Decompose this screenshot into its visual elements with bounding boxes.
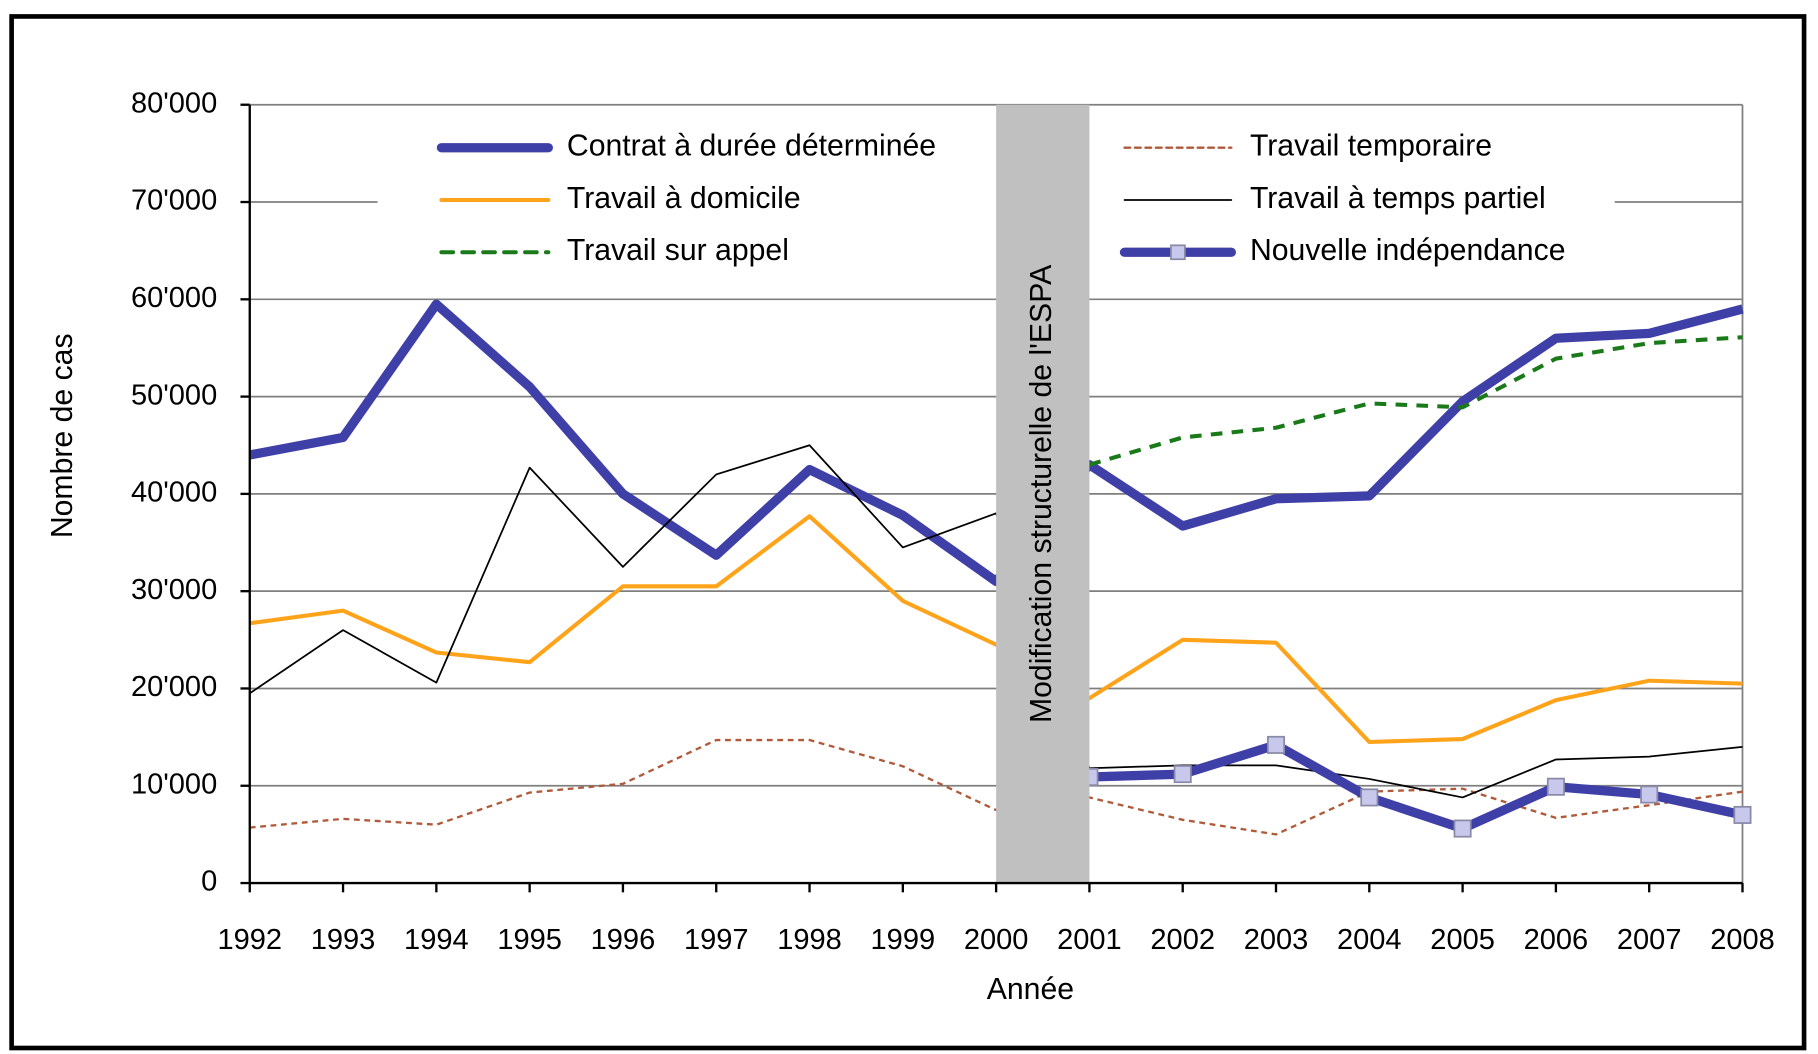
x-tick-label: 1999 — [871, 924, 936, 956]
y-tick-label: 10'000 — [131, 768, 217, 800]
legend-label: Travail temporaire — [1250, 130, 1492, 163]
x-tick-label: 1998 — [777, 924, 842, 956]
legend-label: Nouvelle indépendance — [1250, 234, 1566, 267]
series-marker — [1733, 805, 1752, 824]
y-tick-label: 40'000 — [131, 477, 217, 509]
x-tick-label: 2006 — [1524, 924, 1589, 956]
x-axis-label: Année — [987, 973, 1074, 1006]
x-tick-label: 2000 — [964, 924, 1029, 956]
x-tick-label: 1996 — [591, 924, 656, 956]
x-tick-label: 2004 — [1337, 924, 1402, 956]
y-tick-label: 20'000 — [131, 671, 217, 703]
x-tick-label: 2007 — [1617, 924, 1682, 956]
series-marker — [1267, 735, 1286, 754]
x-tick-label: 2003 — [1244, 924, 1309, 956]
x-tick-label: 2001 — [1057, 924, 1122, 956]
x-tick-label: 1994 — [404, 924, 469, 956]
x-tick-label: 1997 — [684, 924, 749, 956]
series-marker — [1173, 765, 1192, 784]
series-marker — [1453, 819, 1472, 838]
x-tick-label: 2008 — [1710, 924, 1775, 956]
x-tick-label: 2002 — [1150, 924, 1215, 956]
y-axis-label: Nombre de cas — [46, 333, 79, 538]
y-tick-label: 50'000 — [131, 379, 217, 411]
y-tick-label: 0 — [201, 866, 217, 898]
series-marker — [1640, 785, 1659, 804]
legend-label: Travail à temps partiel — [1250, 182, 1546, 215]
x-tick-label: 1995 — [497, 924, 562, 956]
x-tick-label: 1992 — [217, 924, 282, 956]
x-tick-label: 2005 — [1430, 924, 1495, 956]
legend-marker — [1170, 244, 1186, 261]
x-tick-label: 1993 — [311, 924, 376, 956]
y-tick-label: 80'000 — [131, 87, 217, 119]
legend-label: Travail à domicile — [567, 182, 801, 215]
annotation-band — [996, 104, 1090, 884]
series-marker — [1360, 788, 1379, 807]
legend-label: Contrat à durée déterminée — [567, 130, 936, 163]
y-tick-label: 60'000 — [131, 282, 217, 314]
y-tick-label: 30'000 — [131, 574, 217, 606]
annotation-text: Modification structurelle de l'ESPA — [1025, 264, 1058, 723]
frame — [9, 14, 1807, 1051]
series-marker — [1546, 777, 1565, 796]
series-line — [1089, 740, 1744, 834]
y-tick-label: 70'000 — [131, 185, 217, 217]
legend-label: Travail sur appel — [567, 234, 789, 267]
series-line — [1088, 335, 1743, 467]
